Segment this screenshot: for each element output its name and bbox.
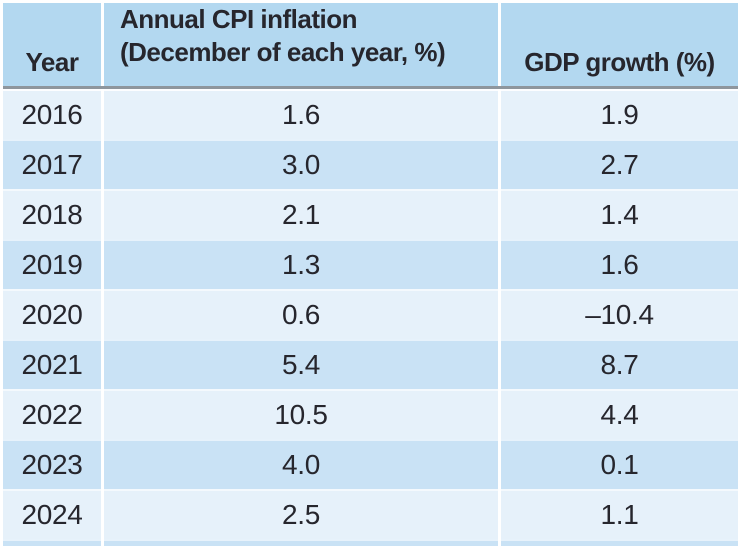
table-row: 2019 1.3 1.6	[3, 239, 738, 289]
cpi-cell: 1.6	[104, 89, 498, 139]
cpi-cell: 10.5	[104, 389, 498, 439]
inflation-gdp-table: Year Annual CPI inflation (December of e…	[3, 3, 738, 546]
header-cpi-line1: Annual CPI inflation	[120, 4, 358, 34]
year-cell: 2020	[3, 289, 101, 339]
table-row: 2016 1.6 1.9	[3, 89, 738, 139]
gdp-cell: 0.1	[501, 439, 738, 489]
table-row: 2018 2.1 1.4	[3, 189, 738, 239]
cpi-cell: 5.4	[104, 339, 498, 389]
header-cpi: Annual CPI inflation (December of each y…	[104, 3, 498, 86]
gdp-cell: 8.7	[501, 339, 738, 389]
cpi-cell: 4.0	[104, 439, 498, 489]
cpi-cell: 3.0	[104, 139, 498, 189]
gdp-cell: 4.4	[501, 389, 738, 439]
table-row: 2024 2.5 1.1	[3, 489, 738, 539]
header-divider	[3, 86, 738, 89]
header-year: Year	[3, 3, 101, 86]
gdp-cell: 1.4	[501, 189, 738, 239]
year-cell: 2016	[3, 89, 101, 139]
cropped-next-row	[3, 539, 738, 546]
cpi-cell	[104, 539, 498, 546]
gdp-cell: 1.6	[501, 239, 738, 289]
year-cell	[3, 539, 101, 546]
gdp-cell: 1.9	[501, 89, 738, 139]
table-header-row: Year Annual CPI inflation (December of e…	[3, 3, 738, 86]
gdp-cell: 1.1	[501, 489, 738, 539]
header-year-label: Year	[25, 47, 79, 77]
header-gdp-label: GDP growth (%)	[524, 47, 715, 77]
cpi-cell: 2.1	[104, 189, 498, 239]
cpi-cell: 0.6	[104, 289, 498, 339]
year-cell: 2024	[3, 489, 101, 539]
gdp-cell: 2.7	[501, 139, 738, 189]
year-cell: 2017	[3, 139, 101, 189]
table-row: 2022 10.5 4.4	[3, 389, 738, 439]
year-cell: 2021	[3, 339, 101, 389]
header-gdp: GDP growth (%)	[501, 3, 738, 86]
gdp-cell: –10.4	[501, 289, 738, 339]
header-cpi-line2: (December of each year, %)	[120, 37, 446, 67]
cpi-cell: 1.3	[104, 239, 498, 289]
year-cell: 2018	[3, 189, 101, 239]
year-cell: 2022	[3, 389, 101, 439]
year-cell: 2019	[3, 239, 101, 289]
table-row: 2021 5.4 8.7	[3, 339, 738, 389]
cpi-cell: 2.5	[104, 489, 498, 539]
gdp-cell	[501, 539, 738, 546]
table-row: 2020 0.6 –10.4	[3, 289, 738, 339]
table-row: 2023 4.0 0.1	[3, 439, 738, 489]
table-row: 2017 3.0 2.7	[3, 139, 738, 189]
year-cell: 2023	[3, 439, 101, 489]
